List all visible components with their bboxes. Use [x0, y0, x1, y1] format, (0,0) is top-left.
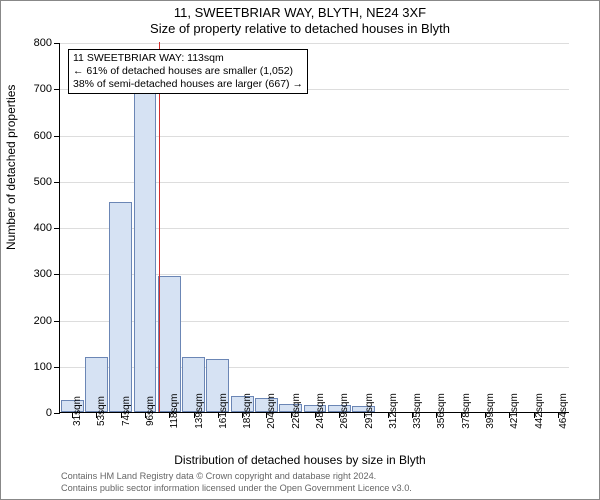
x-tick-label: 269sqm — [339, 393, 350, 429]
y-tick-label: 700 — [34, 83, 60, 95]
x-tick-label: 74sqm — [121, 396, 132, 426]
x-tick-label: 356sqm — [436, 393, 447, 429]
x-tick-label: 183sqm — [242, 393, 253, 429]
x-tick-label: 442sqm — [534, 393, 545, 429]
chart-container: 11, SWEETBRIAR WAY, BLYTH, NE24 3XF Size… — [0, 0, 600, 500]
x-tick-label: 378sqm — [461, 393, 472, 429]
x-tick-label: 291sqm — [364, 393, 375, 429]
x-tick-label: 226sqm — [291, 393, 302, 429]
subject-marker-line — [159, 42, 160, 412]
x-tick-label: 31sqm — [72, 396, 83, 426]
x-tick-label: 421sqm — [509, 393, 520, 429]
y-tick-label: 400 — [34, 222, 60, 234]
chart-title-line1: 11, SWEETBRIAR WAY, BLYTH, NE24 3XF — [1, 5, 599, 20]
histogram-bar — [158, 276, 181, 412]
x-tick-label: 312sqm — [388, 393, 399, 429]
footer-line2: Contains public sector information licen… — [61, 483, 412, 494]
histogram-bar — [134, 79, 157, 412]
x-tick-label: 161sqm — [218, 393, 229, 429]
y-tick-label: 200 — [34, 315, 60, 327]
y-tick-label: 800 — [34, 37, 60, 49]
annotation-box: 11 SWEETBRIAR WAY: 113sqm← 61% of detach… — [68, 49, 308, 94]
x-tick-label: 53sqm — [96, 396, 107, 426]
plot-area: 010020030040050060070080031sqm53sqm74sqm… — [59, 43, 569, 413]
x-tick-label: 118sqm — [169, 394, 180, 429]
y-tick-label: 600 — [34, 130, 60, 142]
x-tick-label: 139sqm — [194, 393, 205, 429]
y-tick-label: 300 — [34, 268, 60, 280]
x-tick-label: 464sqm — [558, 393, 569, 429]
x-tick-label: 96sqm — [145, 396, 156, 426]
x-tick-label: 335sqm — [412, 393, 423, 429]
y-tick-label: 500 — [34, 176, 60, 188]
y-tick-label: 0 — [46, 407, 60, 419]
y-axis-title: Number of detached properties — [4, 85, 18, 250]
annotation-line: 11 SWEETBRIAR WAY: 113sqm — [73, 52, 303, 65]
y-tick-label: 100 — [34, 361, 60, 373]
x-axis-title: Distribution of detached houses by size … — [1, 453, 599, 467]
gridline — [60, 43, 569, 44]
annotation-line: 38% of semi-detached houses are larger (… — [73, 78, 303, 91]
histogram-bar — [109, 202, 132, 412]
footer-line1: Contains HM Land Registry data © Crown c… — [61, 471, 376, 482]
x-tick-label: 399sqm — [485, 393, 496, 429]
annotation-line: ← 61% of detached houses are smaller (1,… — [73, 65, 303, 78]
x-tick-label: 248sqm — [315, 393, 326, 429]
chart-title-line2: Size of property relative to detached ho… — [1, 21, 599, 36]
x-tick-label: 204sqm — [266, 393, 277, 429]
